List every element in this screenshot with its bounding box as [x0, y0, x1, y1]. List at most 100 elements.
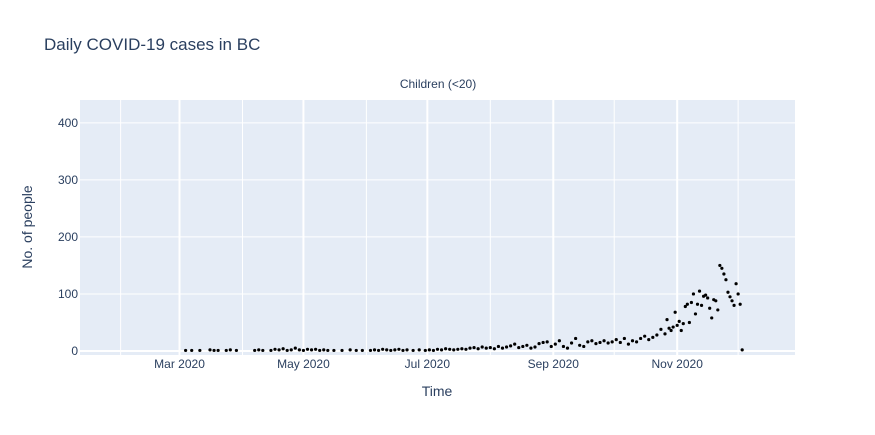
x-tick-label: Mar 2020	[154, 357, 205, 371]
data-point	[626, 342, 631, 346]
data-point	[381, 347, 385, 351]
x-tick-label: Nov 2020	[652, 357, 704, 371]
data-point	[224, 348, 228, 353]
data-point	[417, 348, 421, 352]
data-point	[389, 348, 393, 353]
data-point	[681, 322, 685, 326]
data-point	[435, 347, 440, 351]
data-point	[720, 266, 724, 270]
data-point	[504, 345, 509, 349]
data-point	[708, 306, 712, 310]
x-tick-label: May 2020	[277, 357, 330, 371]
data-point	[326, 348, 330, 353]
data-point	[669, 328, 673, 333]
data-point	[582, 344, 586, 349]
y-tick-label: 300	[58, 173, 78, 187]
data-point	[590, 339, 594, 343]
data-point	[468, 346, 472, 350]
chart-title: Daily COVID-19 cases in BC	[44, 35, 260, 54]
data-point	[549, 344, 553, 349]
grid-lines	[80, 100, 795, 355]
data-point	[667, 326, 671, 330]
data-point	[622, 336, 626, 341]
data-point	[340, 348, 344, 353]
data-point	[208, 348, 212, 352]
data-point	[261, 348, 265, 353]
data-point	[726, 290, 730, 294]
data-point	[273, 347, 277, 351]
data-point	[393, 348, 397, 352]
data-point	[651, 335, 655, 339]
data-point	[190, 348, 194, 353]
data-point	[525, 343, 529, 347]
data-point	[332, 348, 336, 353]
data-point	[728, 295, 732, 299]
data-point	[464, 347, 468, 351]
data-point	[606, 341, 610, 345]
data-point	[706, 296, 710, 300]
y-tick-label: 400	[58, 116, 78, 130]
y-axis-label: No. of people	[19, 185, 35, 268]
x-axis-label: Time	[422, 383, 453, 399]
data-point	[687, 320, 691, 325]
data-point	[277, 348, 281, 352]
data-point	[269, 348, 273, 353]
data-point	[529, 346, 533, 350]
data-point	[732, 303, 736, 307]
data-point	[537, 341, 541, 346]
data-point	[639, 336, 643, 341]
data-point	[655, 333, 659, 337]
data-point	[673, 310, 677, 314]
y-tick-labels: 0 100 200 300 400	[58, 116, 78, 358]
data-point	[309, 348, 314, 352]
data-point	[730, 299, 734, 303]
data-point	[448, 347, 452, 351]
data-point	[724, 278, 728, 282]
data-point	[574, 336, 578, 341]
x-tick-labels: Mar 2020 May 2020 Jul 2020 Sep 2020 Nov 2020	[154, 357, 703, 371]
data-point	[714, 299, 718, 303]
data-point	[301, 348, 306, 353]
data-point	[500, 346, 505, 350]
data-point	[305, 347, 310, 351]
data-points	[184, 263, 744, 353]
x-tick-label: Sep 2020	[528, 357, 580, 371]
data-point	[647, 337, 651, 342]
data-point	[533, 345, 537, 349]
data-point	[671, 325, 675, 329]
data-point	[610, 340, 614, 344]
data-point	[228, 348, 232, 352]
data-point	[630, 339, 635, 343]
data-point	[598, 340, 602, 345]
data-point	[314, 347, 318, 351]
data-point	[405, 348, 409, 352]
data-point	[289, 348, 293, 352]
data-point	[695, 302, 700, 306]
data-point	[285, 348, 289, 353]
data-point	[439, 348, 444, 352]
data-point	[689, 300, 694, 305]
data-point	[565, 346, 570, 350]
data-point	[318, 348, 322, 353]
data-point	[594, 341, 598, 346]
data-point	[578, 343, 582, 347]
y-tick-label: 0	[71, 344, 78, 358]
data-point	[541, 340, 545, 345]
data-point	[476, 347, 480, 351]
data-point	[685, 302, 689, 306]
data-point	[401, 348, 405, 353]
data-point	[683, 304, 687, 309]
data-point	[718, 263, 722, 268]
data-point	[472, 345, 476, 350]
data-point	[348, 348, 352, 352]
data-point	[697, 289, 702, 293]
data-point	[643, 334, 647, 338]
data-point	[561, 344, 566, 349]
data-point	[517, 345, 521, 350]
data-point	[614, 337, 618, 342]
data-point	[569, 341, 574, 345]
data-point	[397, 347, 401, 351]
data-point	[659, 327, 663, 331]
data-point	[253, 348, 257, 353]
